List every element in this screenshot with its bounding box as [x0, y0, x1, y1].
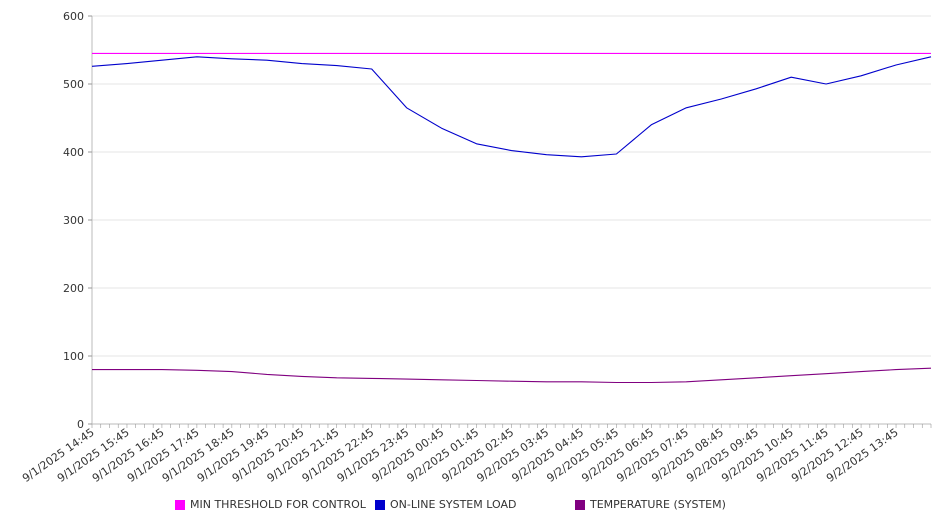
legend-label-system-load: ON-LINE SYSTEM LOAD	[390, 498, 517, 511]
legend-item-min-threshold[interactable]: MIN THRESHOLD FOR CONTROL	[175, 498, 366, 511]
x-axis-ticks: 9/1/2025 14:459/1/2025 15:459/1/2025 16:…	[20, 424, 932, 485]
y-tick-label: 200	[63, 282, 84, 295]
legend-swatch-min-threshold	[175, 499, 185, 510]
legend-item-system-load[interactable]: ON-LINE SYSTEM LOAD	[375, 498, 516, 511]
legend-swatch-temperature	[575, 499, 585, 510]
y-tick-label: 300	[63, 214, 84, 227]
series-lines	[91, 52, 932, 384]
y-tick-label: 0	[77, 418, 84, 431]
y-axis-ticks: 0 100 200 300 400 500 600	[63, 10, 92, 431]
legend: MIN THRESHOLD FOR CONTROL ON-LINE SYSTEM…	[0, 498, 946, 514]
legend-label-temperature: TEMPERATURE (SYSTEM)	[590, 498, 726, 511]
series-line-2	[92, 367, 932, 384]
y-tick-label: 500	[63, 78, 84, 91]
y-tick-label: 600	[63, 10, 84, 23]
y-tick-label: 400	[63, 146, 84, 159]
series-line-1	[91, 56, 932, 158]
legend-swatch-system-load	[375, 499, 385, 510]
legend-item-temperature[interactable]: TEMPERATURE (SYSTEM)	[575, 498, 726, 511]
grid-lines	[92, 15, 931, 357]
legend-label-min-threshold: MIN THRESHOLD FOR CONTROL	[190, 498, 366, 511]
y-tick-label: 100	[63, 350, 84, 363]
